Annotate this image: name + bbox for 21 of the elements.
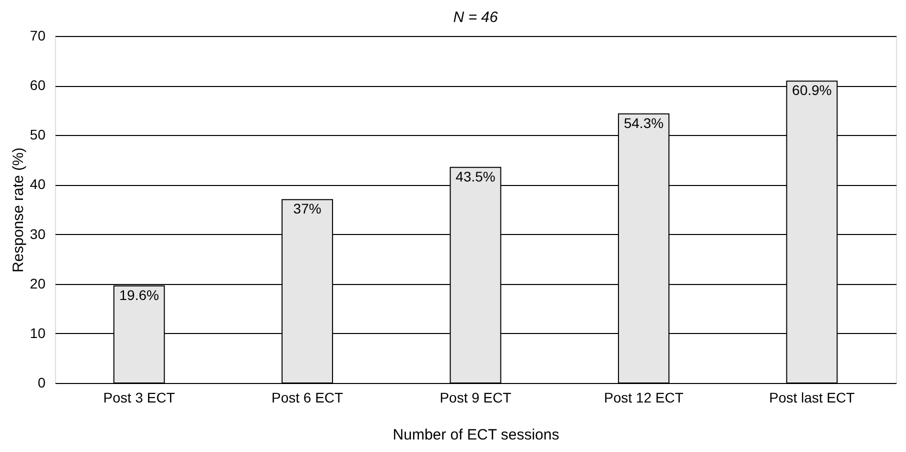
- y-tick-label: 60: [30, 77, 46, 94]
- data-label: 60.9%: [792, 82, 832, 98]
- x-tick-label: Post 3 ECT: [103, 390, 176, 406]
- data-label: 19.6%: [119, 286, 159, 303]
- x-tick-label: Post 9 ECT: [440, 390, 512, 406]
- y-axis-title: Response rate (%): [10, 147, 27, 273]
- y-tick-label: 50: [30, 126, 46, 143]
- x-axis-title: Number of ECT sessions: [392, 426, 560, 444]
- x-tick-label: Post 6 ECT: [272, 390, 344, 406]
- data-label: 43.5%: [456, 168, 496, 184]
- chart-title: N = 46: [453, 9, 498, 26]
- y-tick-label: 40: [30, 176, 46, 192]
- y-tick-label: 10: [30, 324, 46, 341]
- data-label: 54.3%: [624, 114, 664, 131]
- data-label: 37%: [293, 200, 322, 217]
- x-tick-label: Post last ECT: [769, 390, 856, 406]
- y-tick-label: 70: [30, 28, 46, 44]
- x-tick-label: Post 12 ECT: [604, 390, 684, 406]
- y-tick-label: 0: [38, 374, 46, 390]
- y-tick-label: 30: [30, 226, 46, 242]
- y-tick-label: 20: [30, 275, 46, 292]
